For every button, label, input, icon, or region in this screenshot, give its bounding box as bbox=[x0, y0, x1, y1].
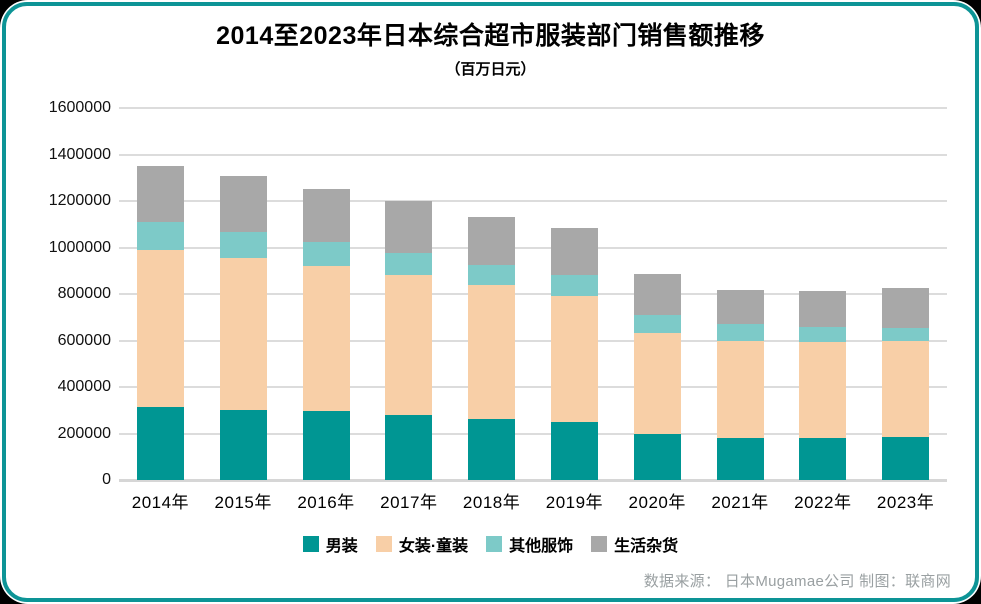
chart-header: 2014至2023年日本综合超市服装部门销售额推移 （百万日元） bbox=[0, 16, 981, 79]
stacked-bar-2015年 bbox=[219, 175, 267, 480]
gridline bbox=[119, 432, 947, 435]
gridline bbox=[119, 153, 947, 156]
gridline bbox=[119, 200, 947, 202]
bar-segment-其他服饰 bbox=[468, 264, 516, 285]
bar-segment-其他服饰 bbox=[799, 326, 847, 343]
bar-segment-男装 bbox=[882, 436, 930, 480]
gridline bbox=[119, 339, 947, 342]
bar-segment-生活杂货 bbox=[136, 165, 184, 223]
legend-color-chip bbox=[591, 536, 608, 552]
y-axis-tick-label: 200000 bbox=[57, 424, 111, 442]
gridline bbox=[119, 293, 947, 295]
y-axis-tick-label: 600000 bbox=[57, 331, 111, 349]
bar-segment-男装 bbox=[468, 418, 516, 480]
bar-segment-男装 bbox=[385, 414, 433, 480]
bar-segment-男装 bbox=[219, 409, 267, 480]
stacked-bar-2021年 bbox=[716, 289, 764, 480]
bar-segment-生活杂货 bbox=[219, 175, 267, 233]
x-axis-line bbox=[119, 479, 947, 482]
legend: 男装 女装·童装 其他服饰 生活杂货 bbox=[0, 532, 981, 556]
x-axis-tick-label: 2023年 bbox=[876, 493, 935, 512]
x-axis-tick-label: 2017年 bbox=[380, 493, 438, 512]
bar-segment-生活杂货 bbox=[468, 216, 516, 265]
stacked-bar-2016年 bbox=[302, 188, 350, 480]
y-axis-tick-label: 1000000 bbox=[48, 238, 111, 256]
legend-item-其他服饰: 其他服饰 bbox=[486, 532, 573, 556]
bar-segment-其他服饰 bbox=[550, 275, 598, 297]
bar-segment-男装 bbox=[302, 411, 350, 480]
x-axis-tick-label: 2015年 bbox=[214, 493, 272, 512]
bar-segment-其他服饰 bbox=[385, 253, 433, 276]
bar-segment-生活杂货 bbox=[799, 290, 847, 327]
bar-segment-其他服饰 bbox=[633, 314, 681, 334]
bar-segment-其他服饰 bbox=[136, 222, 184, 250]
bar-segment-其他服饰 bbox=[219, 232, 267, 258]
bar-segment-女装·童装 bbox=[633, 333, 681, 434]
legend-label: 其他服饰 bbox=[509, 538, 574, 555]
stacked-bar-2014年 bbox=[136, 165, 184, 480]
legend-item-生活杂货: 生活杂货 bbox=[591, 532, 678, 556]
bar-segment-女装·童装 bbox=[550, 296, 598, 422]
y-axis-tick-label: 400000 bbox=[57, 378, 111, 395]
x-axis-tick-label: 2020年 bbox=[628, 493, 686, 512]
bar-segment-其他服饰 bbox=[302, 241, 350, 266]
chart-subtitle: （百万日元） bbox=[445, 61, 536, 78]
chart-title: 2014至2023年日本综合超市服装部门销售额推移 bbox=[216, 22, 765, 50]
gridline bbox=[119, 246, 947, 249]
gridline bbox=[119, 386, 947, 388]
y-axis-tick-label: 800000 bbox=[57, 285, 111, 302]
bar-segment-男装 bbox=[799, 438, 847, 480]
legend-item-女装·童装: 女装·童装 bbox=[375, 532, 469, 556]
bar-segment-女装·童装 bbox=[302, 265, 350, 412]
x-axis-tick-label: 2022年 bbox=[794, 493, 852, 512]
source-credit: 数据来源： 日本Mugamae公司 制图：联商网 bbox=[643, 573, 951, 590]
bar-segment-生活杂货 bbox=[882, 287, 930, 328]
legend-label: 男装 bbox=[325, 538, 358, 555]
bar-segment-女装·童装 bbox=[385, 275, 433, 415]
bar-segment-生活杂货 bbox=[302, 188, 350, 242]
bar-segment-生活杂货 bbox=[385, 201, 433, 254]
bar-segment-男装 bbox=[550, 421, 598, 480]
legend-label: 生活杂货 bbox=[614, 538, 679, 555]
legend-color-chip bbox=[486, 536, 503, 552]
y-axis-tick-label: 1200000 bbox=[48, 192, 111, 209]
bar-segment-生活杂货 bbox=[633, 274, 681, 315]
y-axis-tick-label: 1600000 bbox=[48, 99, 111, 116]
bar-segment-其他服饰 bbox=[716, 324, 764, 342]
bar-segment-女装·童装 bbox=[716, 341, 764, 438]
stacked-bar-2020年 bbox=[633, 274, 681, 480]
x-axis-tick-label: 2016年 bbox=[297, 493, 355, 512]
legend-color-chip bbox=[375, 536, 392, 552]
bar-segment-其他服饰 bbox=[882, 327, 930, 342]
x-axis-tick-label: 2021年 bbox=[711, 493, 769, 512]
legend-color-chip bbox=[302, 536, 319, 552]
plot-area: 0 200000 400000 600000 800000 1000000 1200000 1… bbox=[49, 99, 947, 512]
bar-segment-男装 bbox=[716, 437, 764, 480]
stacked-bar-2022年 bbox=[799, 290, 847, 480]
bar-segment-男装 bbox=[136, 406, 184, 480]
stacked-bar-2017年 bbox=[385, 201, 433, 480]
stacked-bar-2019年 bbox=[550, 228, 598, 480]
bar-segment-女装·童装 bbox=[136, 249, 184, 407]
bar-segment-女装·童装 bbox=[882, 341, 930, 437]
bar-segment-男装 bbox=[633, 433, 681, 480]
bar-segment-女装·童装 bbox=[219, 257, 267, 410]
x-axis-tick-label: 2018年 bbox=[462, 493, 521, 512]
y-axis-tick-label: 1400000 bbox=[48, 145, 111, 163]
legend-label: 女装·童装 bbox=[398, 538, 469, 555]
y-axis-tick-label: 0 bbox=[102, 471, 111, 488]
legend-item-男装: 男装 bbox=[302, 532, 358, 556]
x-axis-tick-label: 2019年 bbox=[545, 493, 604, 512]
stacked-bar-2018年 bbox=[468, 216, 516, 480]
gridline bbox=[119, 107, 947, 109]
bar-segment-生活杂货 bbox=[716, 289, 764, 325]
bar-segment-生活杂货 bbox=[550, 228, 598, 276]
x-axis-tick-label: 2014年 bbox=[131, 493, 190, 512]
bar-segment-女装·童装 bbox=[468, 284, 516, 419]
bar-segment-女装·童装 bbox=[799, 342, 847, 439]
stacked-bar-2023年 bbox=[882, 287, 930, 480]
